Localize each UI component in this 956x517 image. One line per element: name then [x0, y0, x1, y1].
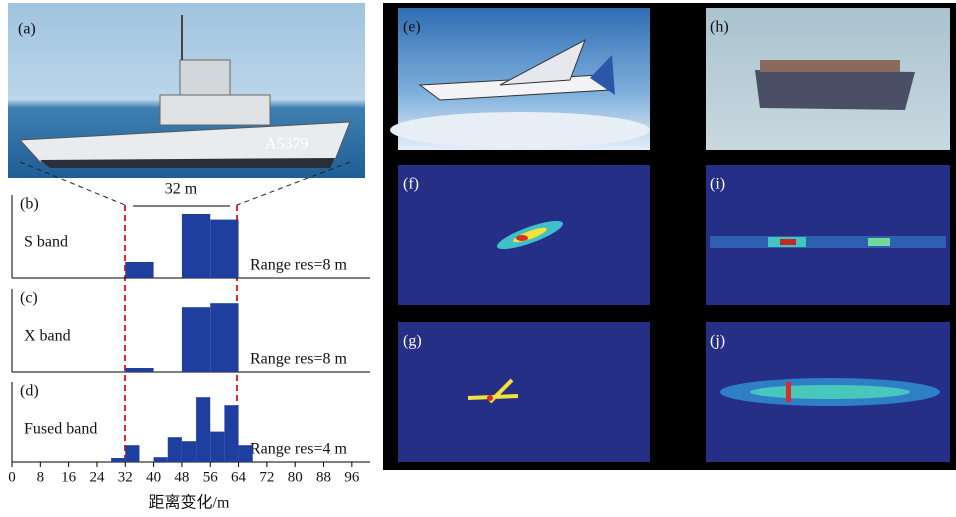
x-tick-label: 32 — [118, 469, 133, 485]
photo-e — [390, 8, 650, 150]
x-tick-label: 8 — [37, 469, 45, 485]
annotation: 32 m — [165, 181, 198, 198]
bar — [125, 262, 154, 278]
photo-a — [8, 3, 365, 178]
x-tick-label: 40 — [146, 469, 161, 485]
hull-text: A5379 — [265, 136, 309, 153]
x-tick-label: 48 — [174, 469, 189, 485]
x-tick-label: 88 — [316, 469, 331, 485]
bar — [125, 445, 140, 462]
bar — [181, 307, 211, 372]
panel-label: (h) — [710, 19, 729, 36]
panel-label: (j) — [710, 333, 725, 350]
bar — [181, 214, 211, 278]
x-tick-label: 0 — [8, 469, 16, 485]
bar — [181, 441, 197, 462]
bar — [210, 431, 225, 462]
bar — [238, 445, 253, 462]
bar — [196, 397, 211, 462]
x-tick-label: 56 — [203, 469, 219, 485]
x-tick-label: 72 — [259, 469, 274, 485]
resolution: Range res=8 m — [250, 257, 348, 274]
zoom-lines — [19, 161, 351, 206]
x-tick-label: 64 — [231, 469, 247, 485]
resolution: Range res=4 m — [250, 441, 348, 458]
x-tick-label: 96 — [344, 469, 360, 485]
panel-label: (e) — [403, 19, 421, 36]
panel-label: (a) — [18, 21, 36, 38]
band-name: X band — [24, 328, 71, 345]
bar — [210, 303, 239, 372]
bar — [210, 219, 239, 278]
bar — [111, 458, 126, 462]
resolution: Range res=8 m — [250, 351, 348, 368]
x-tick-label: 80 — [288, 469, 303, 485]
panel-label: (g) — [403, 333, 422, 350]
photo-h — [706, 8, 950, 150]
panel-label: (c) — [20, 290, 38, 307]
panel-label: (d) — [20, 383, 39, 400]
band-name: Fused band — [24, 421, 97, 438]
bar — [224, 405, 239, 462]
x-tick-label: 16 — [61, 469, 77, 485]
panel-label: (b) — [20, 196, 39, 213]
x-axis-title: 距离变化/m — [149, 494, 230, 512]
panel-label: (f) — [403, 176, 419, 193]
heatmaps — [398, 165, 950, 462]
band-name: S band — [24, 234, 68, 251]
x-tick-label: 24 — [89, 469, 105, 485]
bar — [125, 368, 154, 372]
panel-label: (i) — [710, 176, 725, 193]
bar — [153, 457, 168, 462]
bar — [167, 437, 182, 462]
